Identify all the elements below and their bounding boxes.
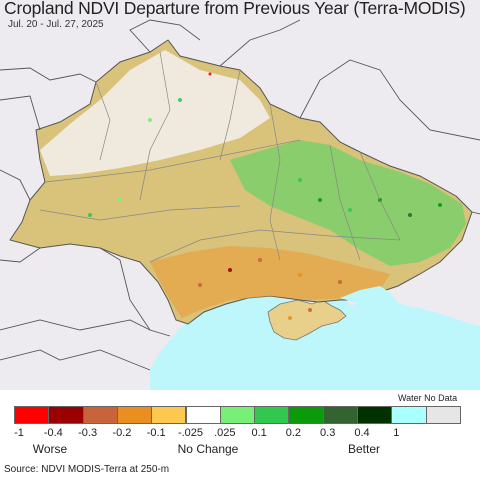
legend-tick-label: -0.1 (146, 427, 166, 439)
legend-swatch (116, 406, 153, 424)
legend-swatch (254, 406, 290, 424)
legend-tick-label: 0.3 (320, 427, 336, 439)
source-note: Source: NDVI MODIS-Terra at 250-m (4, 464, 170, 475)
legend-swatch (288, 406, 324, 424)
legend-tick-label: -0.4 (43, 427, 63, 439)
legend-swatch (14, 406, 50, 424)
water-no-data-label: Water No Data (398, 393, 458, 403)
legend-tick-label: 0.4 (354, 427, 370, 439)
legend-tick-label: 0.2 (285, 427, 302, 439)
legend-swatch (357, 406, 393, 424)
legend-swatch (82, 406, 118, 424)
worse-label: Worse (32, 442, 68, 456)
legend-swatch (48, 406, 84, 424)
legend-swatch (151, 406, 187, 424)
legend-tick-label: .025 (214, 427, 236, 439)
legend-tick-label: 0.1 (251, 427, 267, 439)
legend-tick-label: 1 (393, 427, 400, 439)
legend-tick-label: -0.2 (112, 427, 132, 439)
legend-swatch (219, 406, 256, 424)
crimea (267, 299, 347, 341)
country-borders (0, 19, 480, 371)
azov-sea (340, 286, 392, 304)
black-sea (150, 290, 480, 390)
map-title: Cropland NDVI Departure from Previous Ye… (4, 0, 466, 18)
legend-tick-label: -.025 (177, 427, 204, 439)
oblast-borders (39, 51, 401, 263)
legend-swatch (185, 406, 221, 424)
north-pale-zone (40, 50, 270, 176)
legend-tick-label: -1 (14, 427, 24, 439)
pixel-texture (88, 72, 442, 320)
legend-swatch (391, 406, 427, 424)
legend-tick-label: -0.3 (78, 427, 98, 439)
south-dry-zone (150, 246, 390, 318)
legend-swatch (322, 406, 358, 424)
ne-green-zone (230, 140, 466, 266)
legend-swatch (425, 406, 461, 424)
date-range: Jul. 20 - Jul. 27, 2025 (8, 19, 104, 30)
no-change-label: No Change (177, 442, 239, 456)
better-label: Better (347, 442, 381, 456)
ndvi-departure-map (0, 0, 480, 390)
